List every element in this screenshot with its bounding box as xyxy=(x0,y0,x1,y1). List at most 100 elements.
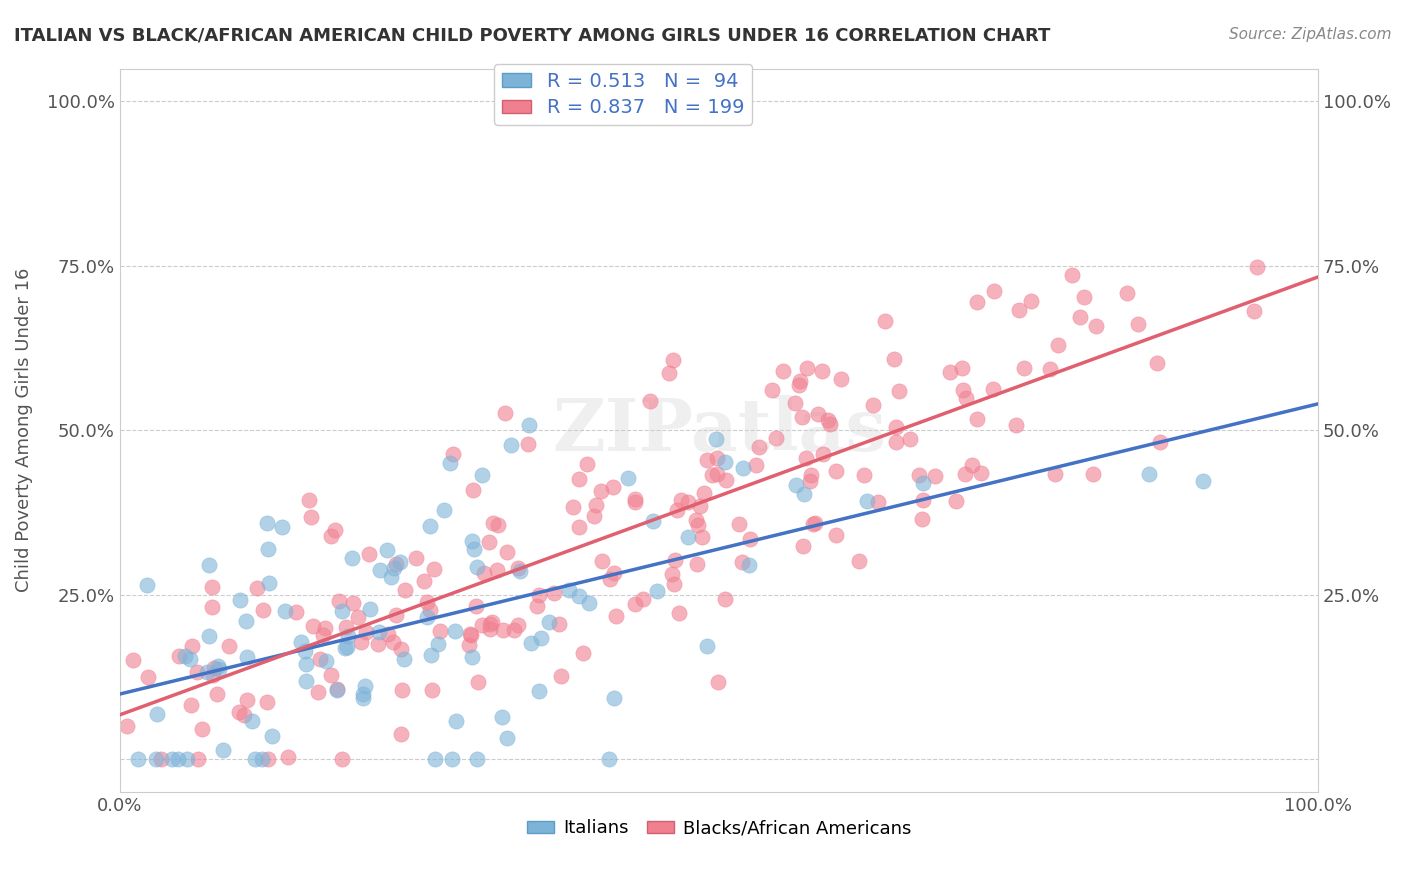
Point xyxy=(323,523,346,537)
Point xyxy=(811,447,834,461)
Point xyxy=(285,606,308,620)
Point xyxy=(638,394,661,409)
Point xyxy=(260,729,283,743)
Point xyxy=(328,594,350,608)
Point xyxy=(1046,338,1069,352)
Point xyxy=(598,752,620,766)
Point xyxy=(208,662,231,676)
Point xyxy=(335,620,357,634)
Point xyxy=(416,610,439,624)
Point xyxy=(550,669,572,683)
Point xyxy=(517,417,540,432)
Point xyxy=(825,528,848,542)
Point xyxy=(319,528,342,542)
Point xyxy=(465,752,488,766)
Point xyxy=(686,518,709,533)
Point xyxy=(367,637,389,651)
Point xyxy=(981,382,1004,396)
Point xyxy=(180,698,202,712)
Point xyxy=(179,652,201,666)
Point xyxy=(325,682,347,697)
Point xyxy=(187,752,209,766)
Point xyxy=(321,668,343,682)
Point xyxy=(603,566,626,580)
Point xyxy=(201,580,224,594)
Point xyxy=(1008,302,1031,317)
Point xyxy=(347,610,370,624)
Point xyxy=(257,752,280,766)
Point xyxy=(385,557,408,571)
Point xyxy=(257,576,280,591)
Point xyxy=(294,644,316,658)
Point xyxy=(807,407,830,421)
Point xyxy=(787,378,810,392)
Point xyxy=(970,466,993,480)
Point xyxy=(796,361,818,376)
Point xyxy=(499,438,522,452)
Point xyxy=(121,653,143,667)
Point xyxy=(623,597,645,611)
Point xyxy=(945,493,967,508)
Point xyxy=(765,430,787,444)
Point xyxy=(793,487,815,501)
Point xyxy=(696,453,718,467)
Point xyxy=(848,554,870,568)
Point xyxy=(277,750,299,764)
Point xyxy=(236,692,259,706)
Point xyxy=(748,440,770,454)
Point xyxy=(526,599,548,613)
Point xyxy=(623,495,645,509)
Point xyxy=(243,752,266,766)
Point xyxy=(537,615,560,629)
Point xyxy=(794,451,817,466)
Point xyxy=(953,467,976,481)
Point xyxy=(419,603,441,617)
Point xyxy=(333,640,356,655)
Point xyxy=(257,542,280,557)
Point xyxy=(789,374,811,388)
Point xyxy=(800,467,823,482)
Point xyxy=(617,471,640,485)
Point xyxy=(668,606,690,620)
Point xyxy=(571,646,593,660)
Point xyxy=(1149,435,1171,450)
Point xyxy=(583,509,606,524)
Point xyxy=(661,567,683,582)
Point xyxy=(478,534,501,549)
Point xyxy=(389,555,412,569)
Point xyxy=(415,595,437,609)
Point xyxy=(772,364,794,378)
Point xyxy=(664,552,686,566)
Point xyxy=(530,632,553,646)
Point xyxy=(666,502,689,516)
Point xyxy=(1137,467,1160,482)
Point xyxy=(326,681,349,696)
Point xyxy=(676,530,699,544)
Point xyxy=(676,495,699,509)
Point xyxy=(700,467,723,482)
Point xyxy=(419,519,441,533)
Point xyxy=(167,648,190,663)
Point xyxy=(527,588,550,602)
Point xyxy=(312,628,335,642)
Point xyxy=(704,432,727,446)
Point xyxy=(811,364,834,378)
Point xyxy=(191,722,214,736)
Point xyxy=(368,624,391,639)
Point xyxy=(690,530,713,544)
Point xyxy=(463,541,485,556)
Point xyxy=(685,512,707,526)
Point xyxy=(117,719,139,733)
Point xyxy=(818,417,841,431)
Point xyxy=(568,520,591,534)
Point xyxy=(799,474,821,488)
Point xyxy=(392,652,415,666)
Point xyxy=(658,366,681,380)
Point xyxy=(633,591,655,606)
Point xyxy=(884,435,907,450)
Point xyxy=(983,284,1005,298)
Point xyxy=(662,577,685,591)
Point xyxy=(336,640,359,655)
Point xyxy=(1146,356,1168,370)
Point xyxy=(562,500,585,514)
